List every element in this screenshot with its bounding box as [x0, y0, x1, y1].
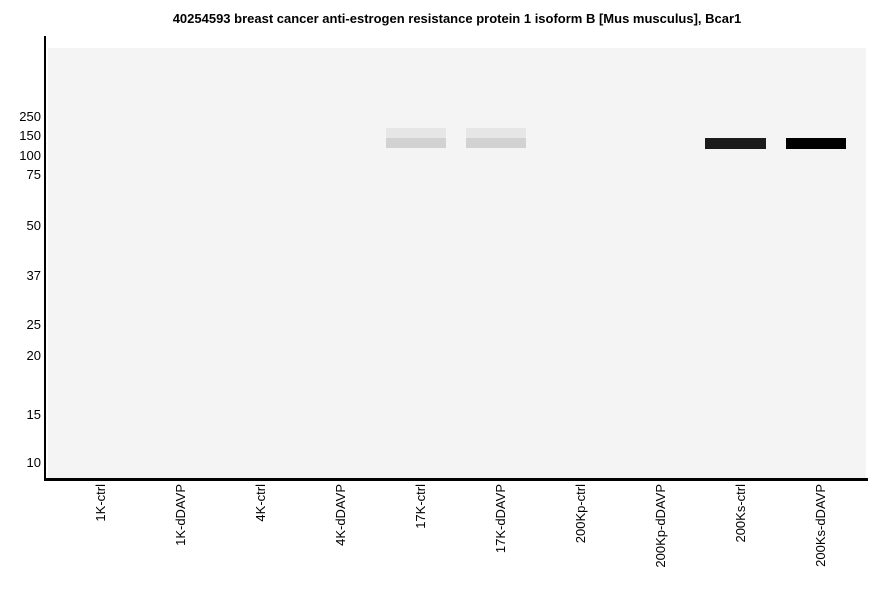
mw-marker-label: 10: [26, 455, 41, 470]
protein-band: [386, 138, 446, 148]
mw-marker-label: 15: [26, 407, 41, 422]
lane-label-text: 4K-ctrl: [253, 484, 268, 522]
mw-marker-label: 100: [19, 148, 41, 163]
mw-marker-label: 20: [26, 348, 41, 363]
mw-marker-label: 250: [19, 109, 41, 124]
mw-marker-label: 50: [26, 218, 41, 233]
lane-label-text: 17K-dDAVP: [493, 484, 508, 554]
lane-label-text: 17K-ctrl: [413, 484, 428, 529]
mw-marker-label: 37: [26, 268, 41, 283]
protein-band: [786, 138, 846, 149]
protein-band: [466, 138, 526, 148]
lane-label-text: 200Ks-dDAVP: [813, 484, 828, 567]
protein-band: [466, 128, 526, 138]
lane-label-text: 200Kp-ctrl: [573, 484, 588, 544]
mw-marker-label: 25: [26, 317, 41, 332]
y-axis-line: [44, 36, 46, 481]
x-axis-line: [44, 478, 868, 481]
gel-plot-area: [48, 48, 866, 478]
lane-label-text: 200Kp-dDAVP: [653, 484, 668, 568]
lane-label-text: 200Ks-ctrl: [733, 484, 748, 543]
protein-band: [386, 128, 446, 138]
lane-label-text: 1K-dDAVP: [173, 484, 188, 546]
chart-title: 40254593 breast cancer anti-estrogen res…: [172, 11, 742, 26]
mw-marker-label: 75: [26, 167, 41, 182]
lane-label-text: 4K-dDAVP: [333, 484, 348, 546]
lane-label-text: 1K-ctrl: [93, 484, 108, 522]
mw-marker-label: 150: [19, 128, 41, 143]
protein-band: [705, 138, 766, 149]
